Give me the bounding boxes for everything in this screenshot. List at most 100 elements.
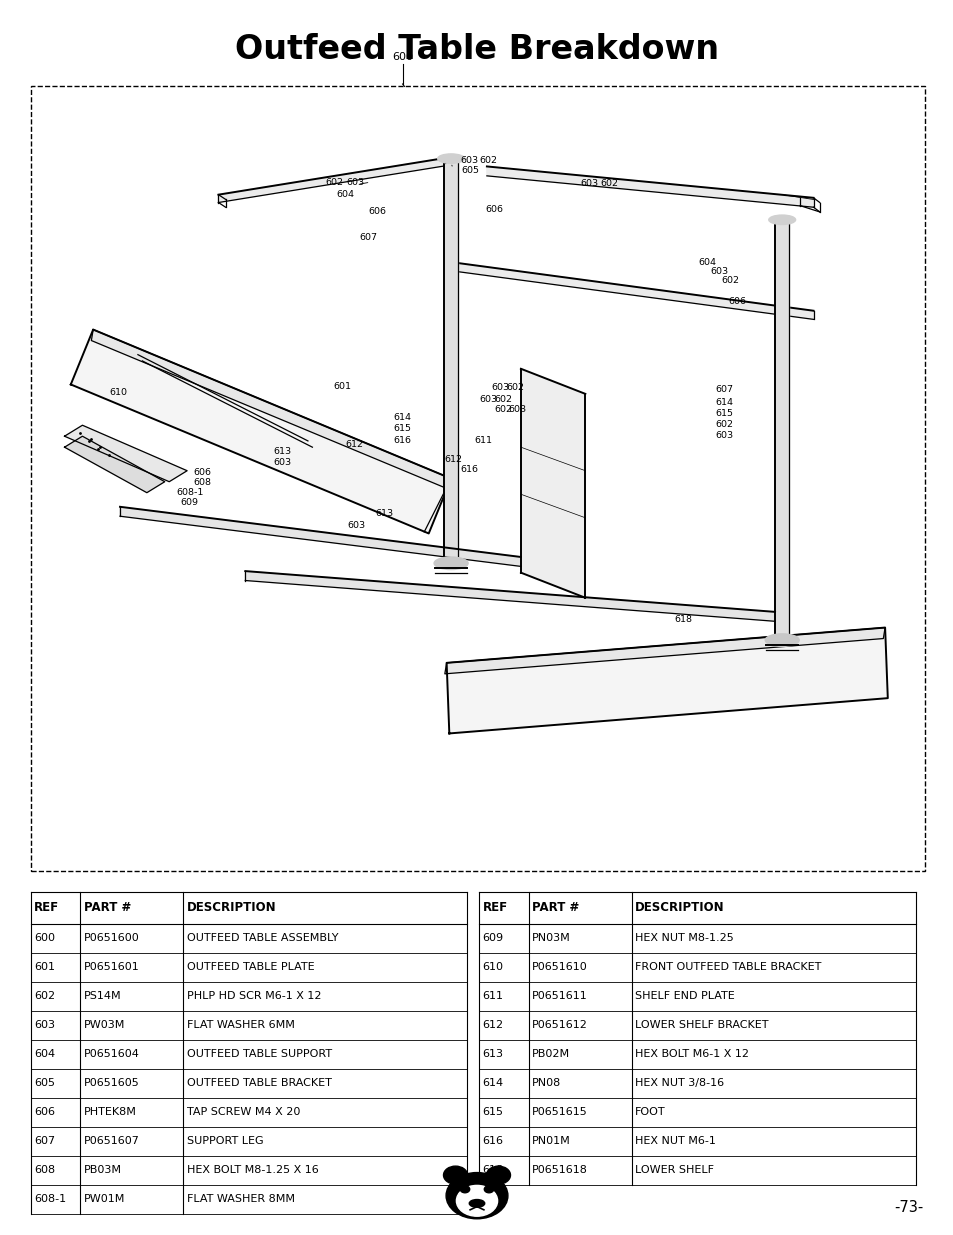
Text: 606: 606 — [193, 468, 212, 477]
Text: 609: 609 — [482, 934, 503, 944]
Polygon shape — [486, 167, 813, 207]
Bar — [478, 1040, 915, 1068]
Text: P0651607: P0651607 — [84, 1136, 140, 1146]
Text: 602: 602 — [506, 383, 524, 391]
Text: 603: 603 — [714, 431, 732, 440]
Text: 603: 603 — [347, 521, 365, 530]
Text: PB03M: PB03M — [84, 1166, 122, 1176]
Text: 611: 611 — [474, 436, 492, 446]
Text: 616: 616 — [459, 466, 477, 474]
Text: HEX NUT M8-1.25: HEX NUT M8-1.25 — [635, 934, 734, 944]
Text: 608: 608 — [193, 478, 212, 487]
Polygon shape — [520, 369, 585, 598]
Text: 602: 602 — [599, 179, 618, 188]
Text: 616: 616 — [393, 436, 411, 446]
Text: 600: 600 — [34, 934, 55, 944]
Text: -73-: -73- — [893, 1200, 923, 1215]
Text: 602: 602 — [494, 405, 512, 414]
Circle shape — [456, 1186, 497, 1216]
Text: OUTFEED TABLE ASSEMBLY: OUTFEED TABLE ASSEMBLY — [187, 934, 338, 944]
Polygon shape — [91, 330, 451, 489]
Ellipse shape — [437, 154, 464, 163]
Ellipse shape — [764, 634, 799, 646]
Text: REF: REF — [482, 902, 507, 914]
Text: FOOT: FOOT — [635, 1108, 665, 1118]
Text: 615: 615 — [482, 1108, 503, 1118]
Text: HEX BOLT M6-1 X 12: HEX BOLT M6-1 X 12 — [635, 1050, 748, 1060]
Text: PHTEK8M: PHTEK8M — [84, 1108, 136, 1118]
Bar — [30, 1010, 467, 1040]
Circle shape — [459, 1186, 469, 1193]
Text: FRONT OUTFEED TABLE BRACKET: FRONT OUTFEED TABLE BRACKET — [635, 962, 821, 972]
Text: 603: 603 — [34, 1020, 55, 1030]
Bar — [478, 892, 915, 924]
Text: 603: 603 — [460, 156, 478, 164]
Ellipse shape — [469, 1199, 484, 1208]
Bar — [478, 1126, 915, 1156]
Bar — [30, 1070, 467, 1098]
Text: 609: 609 — [181, 499, 198, 508]
Polygon shape — [245, 571, 774, 621]
Bar — [478, 1070, 915, 1098]
Text: PART #: PART # — [532, 902, 579, 914]
Text: 604: 604 — [336, 190, 355, 199]
Text: 614: 614 — [715, 398, 732, 408]
Text: P0651604: P0651604 — [84, 1050, 140, 1060]
Text: 607: 607 — [715, 384, 732, 394]
Text: 602: 602 — [720, 277, 739, 285]
Text: SUPPORT LEG: SUPPORT LEG — [187, 1136, 263, 1146]
Text: PB02M: PB02M — [532, 1050, 570, 1060]
Bar — [30, 953, 467, 982]
Text: 607: 607 — [359, 232, 377, 242]
Bar — [30, 1186, 467, 1214]
Text: 611: 611 — [482, 992, 503, 1002]
Text: OUTFEED TABLE BRACKET: OUTFEED TABLE BRACKET — [187, 1078, 332, 1088]
Polygon shape — [446, 627, 887, 734]
Bar — [30, 924, 467, 953]
Text: 604: 604 — [34, 1050, 55, 1060]
Text: 614: 614 — [393, 412, 411, 422]
Polygon shape — [774, 220, 788, 636]
Bar — [30, 86, 924, 871]
Text: 615: 615 — [393, 424, 411, 433]
Polygon shape — [65, 436, 165, 493]
Text: 606: 606 — [34, 1108, 55, 1118]
Circle shape — [443, 1166, 467, 1184]
Text: 618: 618 — [674, 615, 692, 624]
Text: 616: 616 — [482, 1136, 503, 1146]
Text: PW01M: PW01M — [84, 1194, 125, 1204]
Text: 605: 605 — [34, 1078, 55, 1088]
Text: 602: 602 — [479, 156, 497, 164]
Text: 606: 606 — [728, 296, 745, 306]
Text: 608-1: 608-1 — [34, 1194, 67, 1204]
Text: P0651601: P0651601 — [84, 962, 139, 972]
Text: FLAT WASHER 8MM: FLAT WASHER 8MM — [187, 1194, 294, 1204]
Bar — [30, 1098, 467, 1126]
Text: P0651611: P0651611 — [532, 992, 587, 1002]
Text: P0651612: P0651612 — [532, 1020, 588, 1030]
Text: PART #: PART # — [84, 902, 132, 914]
Text: HEX BOLT M8-1.25 X 16: HEX BOLT M8-1.25 X 16 — [187, 1166, 318, 1176]
Bar — [30, 1156, 467, 1186]
Text: PW03M: PW03M — [84, 1020, 125, 1030]
Text: 612: 612 — [443, 456, 461, 464]
Text: P0651610: P0651610 — [532, 962, 587, 972]
Text: LOWER SHELF BRACKET: LOWER SHELF BRACKET — [635, 1020, 768, 1030]
Text: 612: 612 — [345, 440, 363, 448]
Text: 601: 601 — [34, 962, 55, 972]
Bar — [478, 1156, 915, 1186]
Text: G0651/G0652 10" Extreme Series Table Saws: G0651/G0652 10" Extreme Series Table Saw… — [30, 1200, 363, 1215]
Text: 610: 610 — [482, 962, 503, 972]
Bar — [30, 1126, 467, 1156]
Text: 613: 613 — [274, 447, 292, 457]
Polygon shape — [444, 627, 884, 674]
Ellipse shape — [768, 215, 795, 225]
Text: 603: 603 — [274, 458, 292, 467]
Text: 600: 600 — [392, 52, 413, 62]
Bar — [478, 982, 915, 1010]
Polygon shape — [71, 330, 451, 534]
Bar — [478, 924, 915, 953]
Text: PN08: PN08 — [532, 1078, 561, 1088]
Polygon shape — [120, 506, 520, 567]
Text: 607: 607 — [34, 1136, 55, 1146]
